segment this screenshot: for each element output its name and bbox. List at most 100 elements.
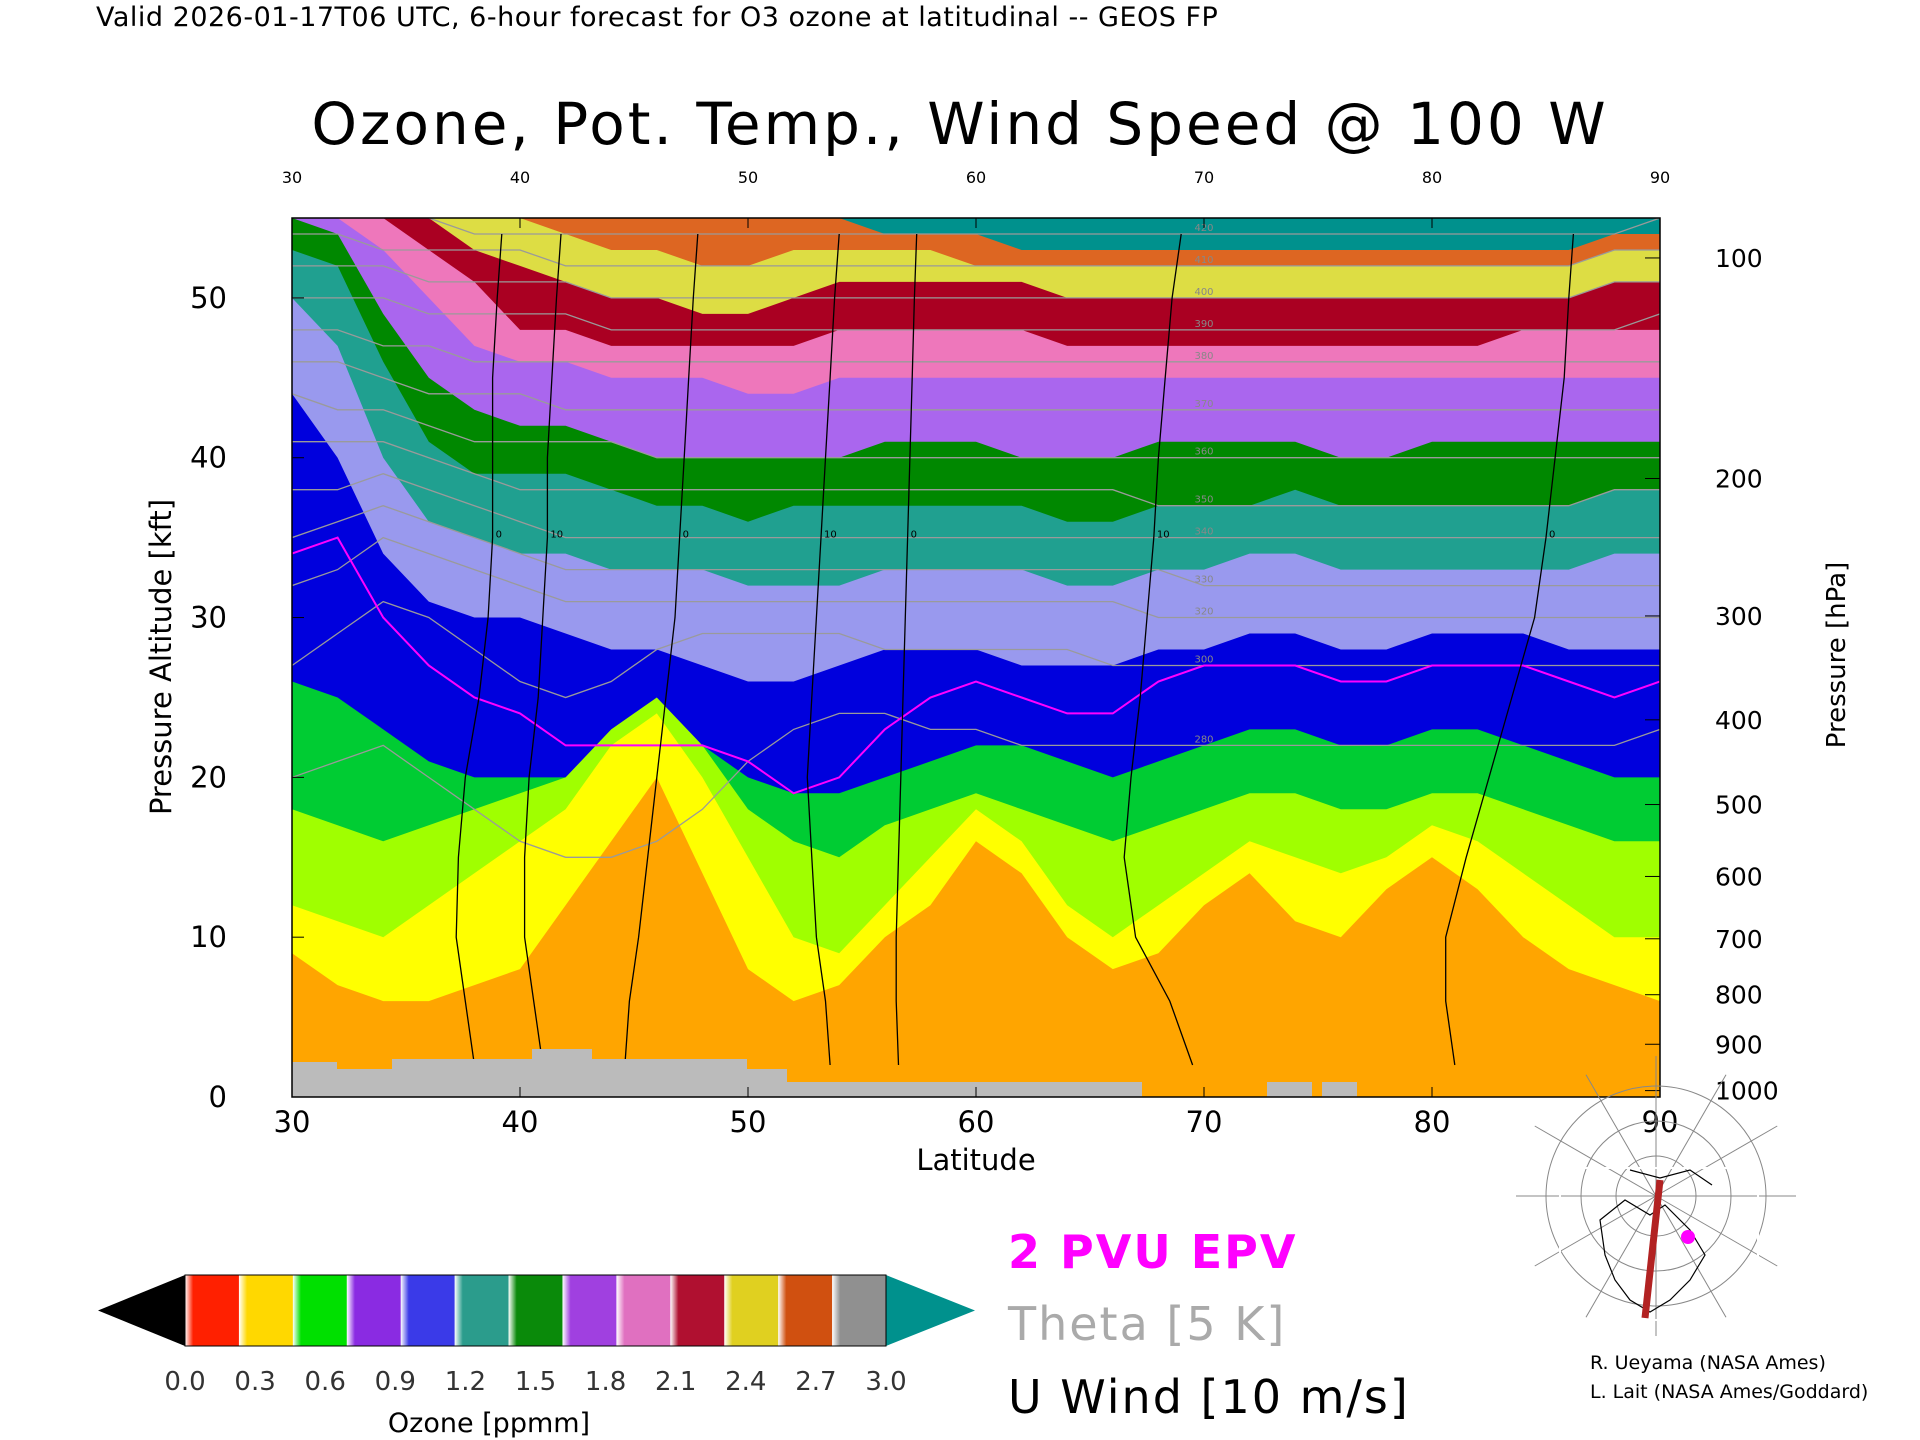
pressure-tick-label: 300 [1715,602,1763,631]
chart-title: Ozone, Pot. Temp., Wind Speed @ 100 W [311,90,1609,158]
theta-contour [292,218,1660,235]
theta-contour [292,329,1660,363]
theta-contour-label: 340 [1194,527,1213,538]
theta-contour-label: 330 [1194,575,1213,586]
uwind-contour-label: 0 [683,530,689,541]
ozone-bands [292,218,1660,1097]
theta-contour-label: 400 [1194,287,1213,298]
colorbar-tick-label: 2.1 [655,1367,696,1397]
pressure-tick-label: 200 [1715,465,1763,494]
theta-contour-label: 370 [1194,399,1213,410]
theta-contour-label: 350 [1194,495,1213,506]
uwind-contour [1123,233,1194,1066]
terrain [292,1049,1357,1097]
x-tick-label-top: 90 [1650,168,1670,187]
uwind-contour [523,233,562,1066]
x-axis-label: Latitude [916,1143,1035,1177]
colorbar-segment [832,1275,887,1346]
theta-contour-label: 320 [1194,607,1213,618]
pressure-tick-label: 700 [1715,925,1763,954]
meridian-line [1534,1195,1657,1267]
x-tick-label-top: 60 [966,168,986,187]
theta-contour [292,712,1660,858]
forecast-valid-header: Valid 2026-01-17T06 UTC, 6-hour forecast… [96,2,1219,33]
colorbar-segment [454,1275,510,1346]
meridian-line [1585,1074,1657,1197]
y-tick-label: 30 [190,601,227,635]
colorbar-segment [724,1275,779,1346]
uwind-contour [806,233,840,1066]
theta-contour [292,265,1660,299]
x-tick-label-top: 50 [738,168,758,187]
y-tick-label: 40 [190,441,227,475]
credit-line-2: L. Lait (NASA Ames/Goddard) [1590,1381,1869,1403]
uwind-contour-label: 0 [1549,530,1555,541]
x-tick-label-top: 80 [1422,168,1442,187]
x-tick-label: 40 [502,1105,539,1139]
x-tick-label-top: 30 [282,168,302,187]
y-tick-label: 10 [190,920,227,954]
y-axis-label: Pressure Altitude [kft] [144,499,178,815]
theta-contour [292,505,1660,587]
pressure-tick-label: 1000 [1715,1077,1779,1106]
colorbar-segment [185,1275,240,1346]
locator-map [1516,1056,1796,1336]
colorbar-segment [346,1275,402,1346]
colorbar-over-arrow [886,1275,975,1346]
ozone-band [292,777,1660,1097]
epv-contour [292,536,1660,795]
theta-contour-label: 280 [1194,734,1213,745]
colorbar-segment [400,1275,456,1346]
theta-contour [292,473,1660,539]
arctic-coastline [1629,1169,1713,1186]
pressure-tick-label: 500 [1715,791,1763,820]
colorbar-frame [184,1274,887,1347]
uwind-contour [455,233,503,1066]
uwind-contour-label: 0 [911,530,917,541]
colorbar-segment [778,1275,833,1346]
y-tick-label: 0 [209,1080,227,1114]
colorbar-tick-label: 0.0 [164,1367,205,1397]
meridian-line [1585,1195,1657,1318]
theta-contour [292,441,1660,507]
theta-contour-label: 360 [1194,447,1213,458]
meridian-line [1655,1195,1727,1318]
uwind-contour-label: 0 [496,530,502,541]
colorbar-segment [616,1275,671,1346]
colorbar-tick-label: 3.0 [865,1367,906,1397]
colorbar-tick-label: 0.3 [234,1367,275,1397]
x-tick-label: 30 [274,1105,311,1139]
colorbar-tick-label: 1.5 [515,1367,556,1397]
terrain-patch [1322,1082,1357,1097]
continent-outline [1599,1199,1706,1313]
x-tick-label: 60 [958,1105,995,1139]
pressure-tick-label: 400 [1715,706,1763,735]
pressure-tick-label: 600 [1715,862,1763,891]
location-marker [1681,1230,1695,1244]
epv-2pvu-line [292,536,1660,795]
colorbar-tick-label: 0.6 [305,1367,346,1397]
ozone-colorbar: 0.0 0.3 0.6 0.9 1.2 1.5 1.8 2.1 2.4 2.7 3.0 [98,1274,975,1397]
legend-epv: 2 PVU EPV [1008,1225,1298,1279]
theta-contour-label: 420 [1194,223,1213,234]
colorbar-segment [508,1275,563,1346]
right-axis-label: Pressure [hPa] [1822,562,1852,749]
theta-contour [292,361,1660,411]
terrain-surface [292,1049,1142,1097]
theta-contour [292,297,1660,331]
theta-contour-label: 300 [1194,654,1213,665]
theta-contour [292,393,1660,459]
colorbar-tick-label: 0.9 [375,1367,416,1397]
pressure-tick-label: 900 [1715,1030,1763,1059]
y-tick-label: 50 [190,281,227,315]
uwind-contour [1445,233,1575,1066]
colorbar-tick-label: 1.8 [585,1367,626,1397]
theta-contour-label: 380 [1194,351,1213,362]
x-tick-label-top: 40 [510,168,530,187]
y-tick-label: 20 [190,760,227,794]
x-tick-label-top: 70 [1194,168,1214,187]
x-tick-label: 70 [1186,1105,1223,1139]
map-border [1559,1167,1759,1321]
uwind-contour-label: 10 [550,530,563,541]
